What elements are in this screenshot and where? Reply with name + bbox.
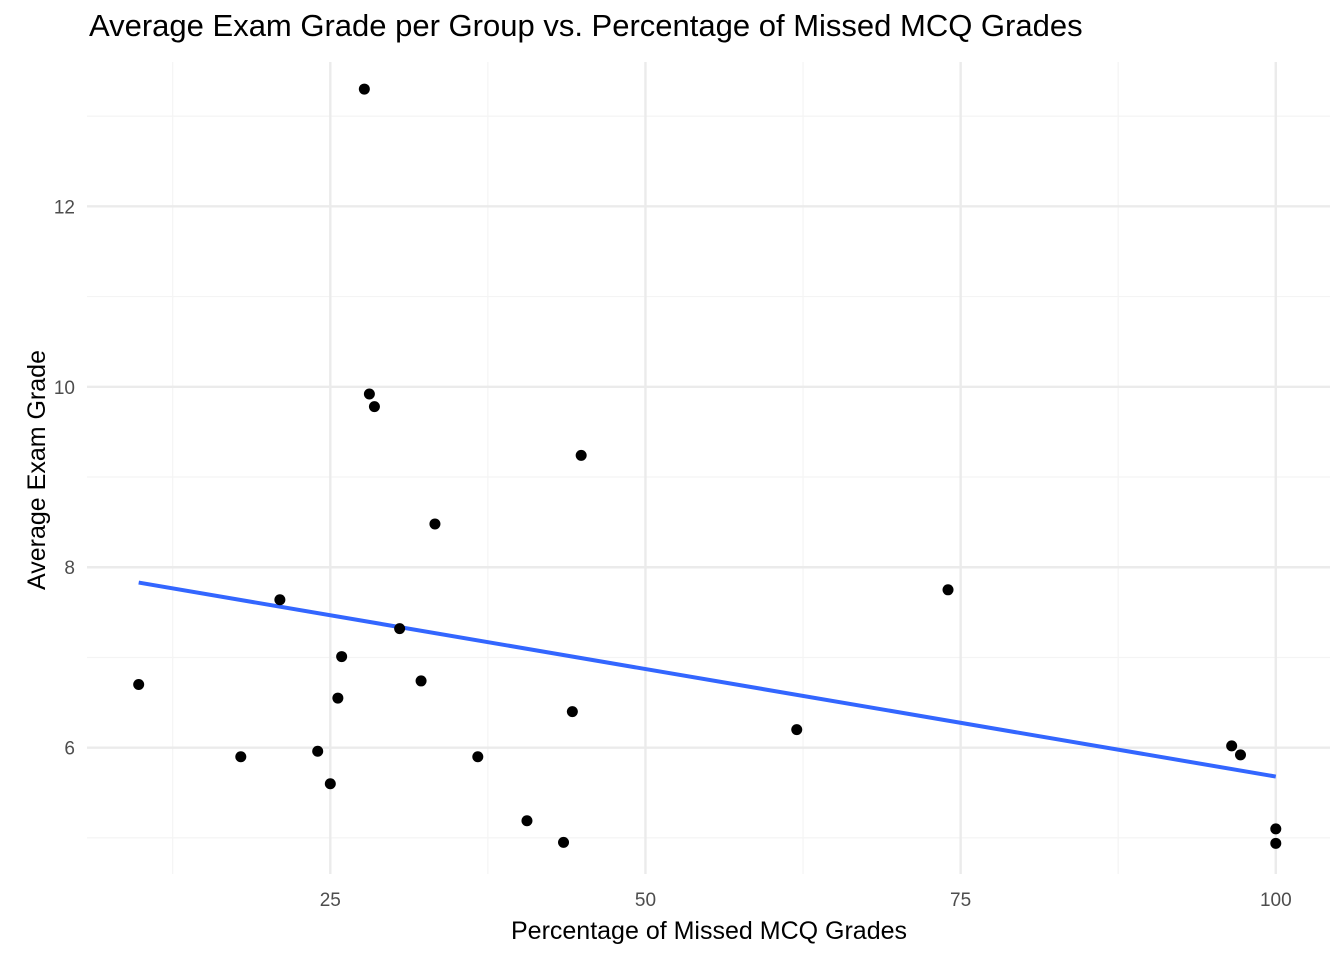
data-point [472, 751, 484, 763]
data-point [358, 83, 370, 95]
data-point [312, 745, 324, 757]
x-tick-label: 100 [1260, 890, 1292, 911]
data-point [336, 651, 348, 663]
data-point [558, 836, 570, 848]
data-point [274, 594, 286, 606]
chart-title: Average Exam Grade per Group vs. Percent… [89, 8, 1083, 43]
data-point [332, 692, 344, 704]
data-point [575, 449, 587, 461]
data-point [1226, 740, 1238, 752]
data-point [394, 623, 406, 635]
trend-layer [138, 580, 1277, 779]
data-point [791, 724, 803, 736]
data-point [363, 388, 375, 400]
x-tick-label: 75 [950, 890, 971, 911]
y-tick-label: 10 [54, 378, 75, 399]
data-point [566, 706, 578, 718]
data-point [942, 584, 954, 596]
minor-grid [87, 62, 1330, 874]
data-point [521, 815, 533, 827]
points-layer [133, 83, 1282, 849]
data-point [429, 518, 441, 530]
data-point [133, 679, 145, 691]
x-tick-label: 25 [320, 890, 341, 911]
data-point [1270, 837, 1282, 849]
data-point [415, 675, 427, 687]
y-axis-title: Average Exam Grade [23, 350, 51, 590]
data-point [235, 751, 247, 763]
x-tick-label: 50 [635, 890, 656, 911]
x-axis-title: Percentage of Missed MCQ Grades [511, 917, 907, 945]
x-tick-labels: 25 50 75 100 [320, 890, 1292, 911]
y-tick-labels: 6 8 10 12 [54, 197, 75, 759]
data-point [368, 401, 380, 413]
data-point [1234, 749, 1246, 761]
y-tick-label: 6 [64, 739, 75, 760]
y-tick-label: 8 [64, 558, 75, 579]
y-tick-label: 12 [54, 197, 75, 218]
major-grid [87, 62, 1330, 874]
regression-line [138, 580, 1277, 779]
data-point [1270, 823, 1282, 835]
data-point [324, 778, 336, 790]
